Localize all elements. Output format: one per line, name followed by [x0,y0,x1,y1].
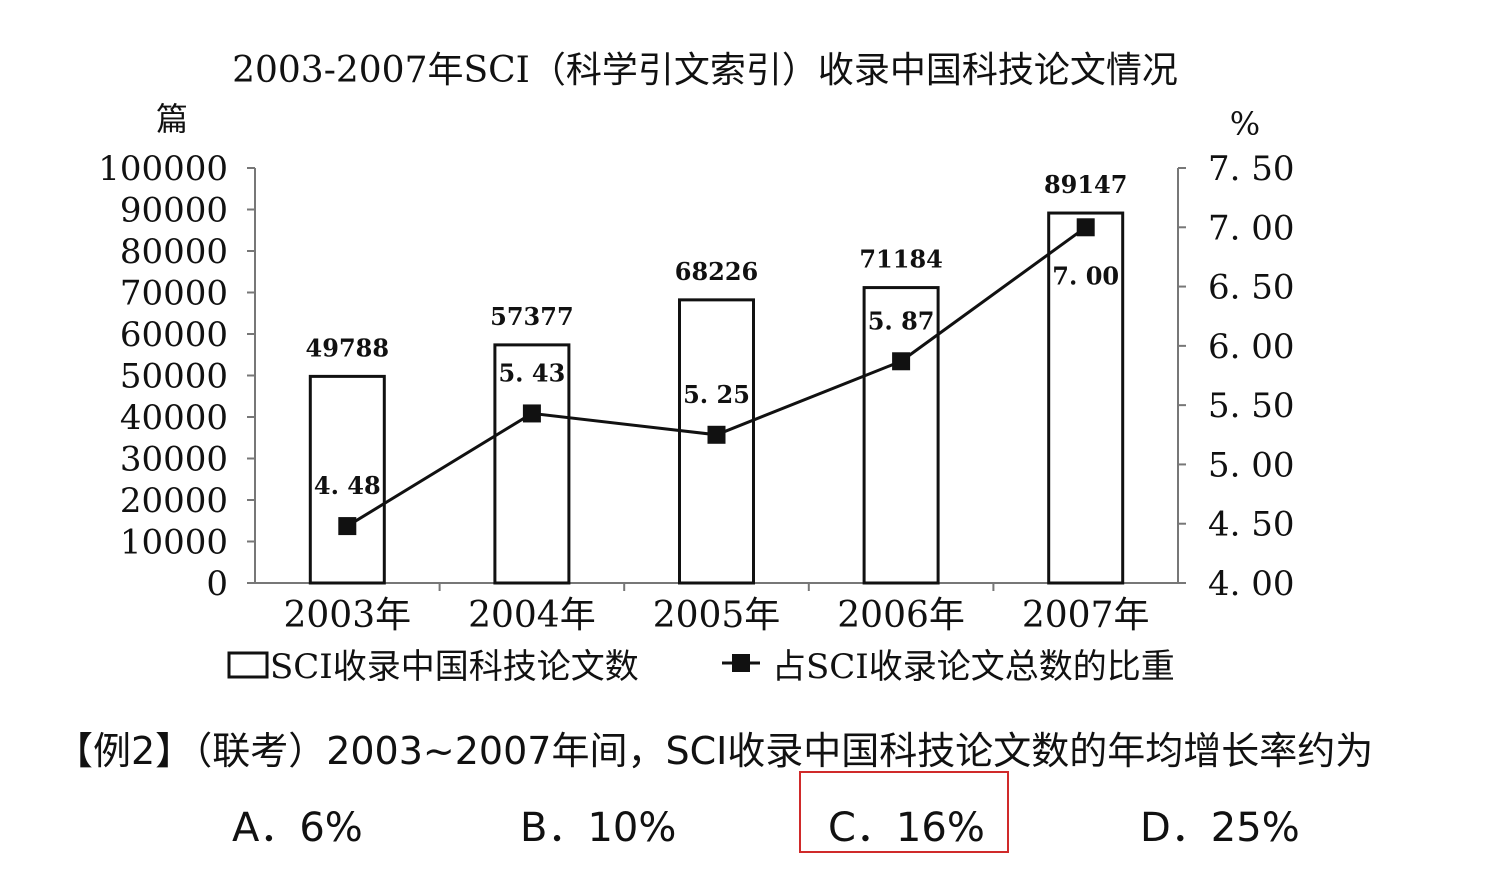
bar-value-label: 68226 [675,257,759,286]
bar [862,286,940,585]
bar [493,343,571,585]
left-axis-tick-label: 90000 [120,191,228,231]
line-point-label: 7. 00 [1052,261,1119,290]
left-axis-tick-label: 80000 [120,232,228,272]
option-b[interactable]: B．10% [520,805,677,851]
chart-title: 2003-2007年SCI（科学引文索引）收录中国科技论文情况 [232,50,1178,91]
legend-bar-swatch [227,651,269,679]
line-point-marker [338,517,357,536]
x-axis-tick-label: 2004年 [468,595,596,636]
legend-line-marker [732,654,750,672]
answer-options: A．6% B．10% C．16% D．25% [0,795,1491,855]
question-text: （联考）2003~2007年间，SCI收录中国科技论文数的年均增长率约为 [193,729,1374,773]
right-axis-tick-label: 4. 00 [1208,564,1295,604]
option-a[interactable]: A．6% [232,805,363,851]
line-point-marker [1076,218,1095,237]
answer-highlight-box [799,771,1009,853]
right-axis-tick-label: 7. 00 [1208,208,1295,248]
right-axis-tick-label: 5. 50 [1208,386,1295,426]
legend-line-label: 占SCI收录论文总数的比重 [772,647,1175,687]
left-axis-tick-label: 70000 [120,274,228,314]
left-axis-tick-label: 30000 [120,440,228,480]
bar-value-label: 71184 [859,245,943,274]
legend: SCI收录中国科技论文数 占SCI收录论文总数的比重 [227,647,1175,687]
left-axis-tick-label: 40000 [120,398,228,438]
bar-value-label: 57377 [490,302,574,331]
line-point-label: 5. 87 [868,306,935,335]
line-point-marker [707,425,726,444]
right-axis-tick-label: 4. 50 [1208,505,1295,545]
bar [308,374,386,585]
option-d[interactable]: D．25% [1140,805,1300,851]
x-axis-tick-label: 2006年 [837,595,965,636]
line-point-marker [522,404,541,423]
bar-value-label: 89147 [1044,170,1128,199]
plot-area: 0100002000030000400005000060000700008000… [98,149,1294,636]
option-c[interactable]: C．16% [828,805,985,851]
chart: 2003-2007年SCI（科学引文索引）收录中国科技论文情况 篇 % 0100… [98,50,1294,687]
left-axis-tick-label: 0 [206,564,228,604]
bar-value-label: 49788 [306,333,390,362]
x-axis-tick-label: 2003年 [283,595,411,636]
left-axis-tick-label: 100000 [98,149,228,189]
right-axis-tick-label: 7. 50 [1208,149,1295,189]
right-axis-tick-label: 6. 50 [1208,268,1295,308]
x-axis-tick-label: 2005年 [653,595,781,636]
x-axis-tick-label: 2007年 [1022,595,1150,636]
line-point-marker [892,352,911,371]
right-axis-unit: % [1230,105,1260,143]
left-axis-unit: 篇 [156,100,188,138]
question-prefix: 【例2】 [55,729,194,773]
line-point-label: 5. 25 [683,380,750,409]
line-point-label: 5. 43 [498,358,565,387]
line-point-label: 4. 48 [314,471,381,500]
legend-bar-label: SCI收录中国科技论文数 [270,647,639,687]
left-axis-tick-label: 50000 [120,357,228,397]
question: 【例2】（联考）2003~2007年间，SCI收录中国科技论文数的年均增长率约为 [55,720,1491,775]
left-axis-tick-label: 60000 [120,315,228,355]
left-axis-tick-label: 20000 [120,481,228,521]
right-axis-tick-label: 5. 00 [1208,445,1295,485]
bar [1047,211,1125,585]
right-axis-tick-label: 6. 00 [1208,327,1295,367]
left-axis-tick-label: 10000 [120,523,228,563]
